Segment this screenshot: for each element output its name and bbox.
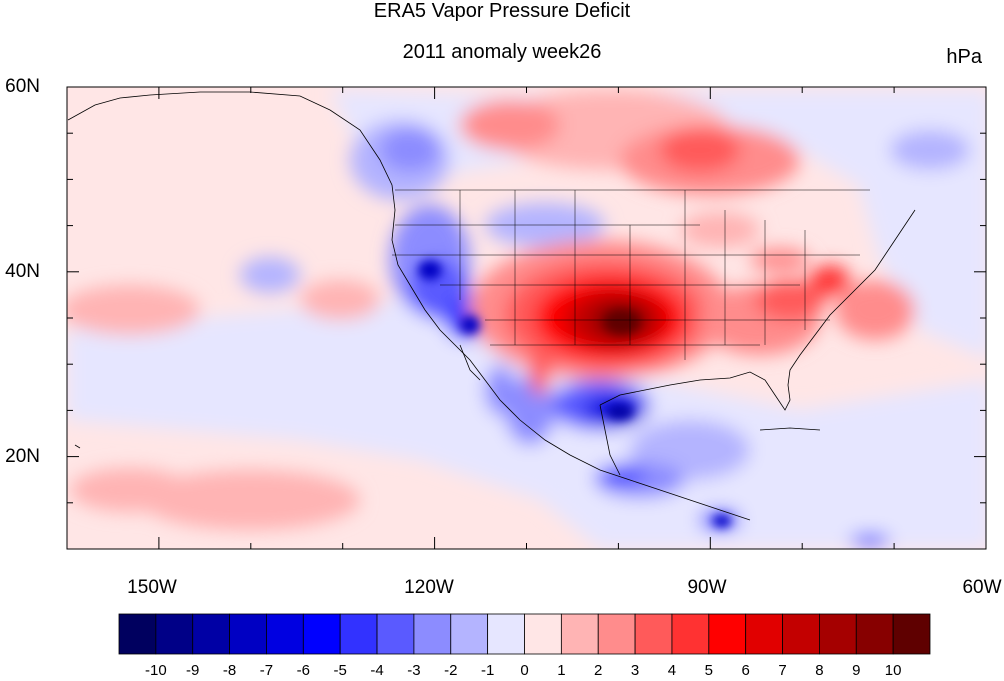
colorbar-label: 0	[520, 662, 529, 679]
colorbar-swatch	[671, 613, 710, 655]
colorbar-swatch	[155, 613, 194, 655]
colorbar-label: 5	[704, 662, 713, 679]
colorbar-swatch	[229, 613, 267, 655]
colorbar-label: -5	[333, 662, 347, 679]
colorbar-label: -10	[145, 662, 167, 679]
colorbar-swatch	[266, 613, 304, 655]
anomaly-field	[67, 87, 986, 549]
colorbar-label: 4	[667, 662, 677, 679]
lon-label-90w: 90W	[687, 577, 727, 598]
colorbar-label: 1	[557, 662, 566, 679]
colorbar-swatch	[819, 613, 857, 655]
colorbar-label: -6	[296, 662, 310, 679]
units-label: hPa	[946, 46, 982, 68]
colorbar-swatch	[487, 613, 525, 655]
colorbar-label: -1	[480, 662, 495, 679]
colorbar-swatch	[634, 613, 673, 655]
colorbar-swatch	[118, 613, 157, 655]
colorbar-label: 10	[884, 662, 902, 679]
colorbar-swatch	[339, 613, 378, 655]
colorbar-swatch	[413, 613, 452, 655]
colorbar-label: -7	[259, 662, 274, 679]
colorbar-label: -4	[370, 662, 384, 679]
colorbar-label: 3	[630, 662, 640, 679]
colorbar-label: 6	[741, 662, 750, 679]
colorbar-label: -8	[222, 662, 237, 679]
colorbar-swatch	[376, 613, 415, 655]
colorbar-swatch	[855, 613, 894, 655]
axis-ticks	[66, 86, 987, 550]
lat-label-20n: 20N	[5, 446, 40, 467]
lat-label-40n: 40N	[5, 261, 40, 282]
colorbar-label: 8	[815, 662, 824, 679]
colorbar-swatch	[597, 613, 636, 655]
lon-label-60w: 60W	[962, 577, 1002, 598]
colorbar-swatch	[560, 613, 599, 655]
colorbar-swatch	[450, 613, 489, 655]
colorbar-swatch	[192, 613, 230, 655]
colorbar-swatch	[302, 613, 341, 655]
map-title: ERA5 Vapor Pressure Deficit	[373, 0, 631, 22]
lon-label-150w: 150W	[127, 577, 177, 598]
state-boundaries	[392, 189, 870, 360]
colorbar-label: -2	[444, 662, 458, 679]
colorbar-label: 7	[778, 662, 787, 679]
colorbar-swatch	[892, 613, 931, 655]
coastlines	[67, 91, 916, 521]
lon-label-120w: 120W	[404, 577, 454, 598]
colorbar-label: 2	[594, 662, 603, 679]
map-subtitle: 2011 anomaly week26	[402, 41, 602, 63]
colorbar-swatch	[708, 613, 747, 655]
colorbar-swatch	[524, 613, 562, 655]
colorbar-swatch	[782, 613, 820, 655]
colorbar-label: -3	[407, 662, 421, 679]
colorbar	[118, 613, 931, 655]
lat-label-60n: 60N	[5, 76, 40, 97]
colorbar-swatch	[745, 613, 783, 655]
colorbar-label: -9	[186, 662, 200, 679]
colorbar-label: 9	[852, 662, 861, 679]
